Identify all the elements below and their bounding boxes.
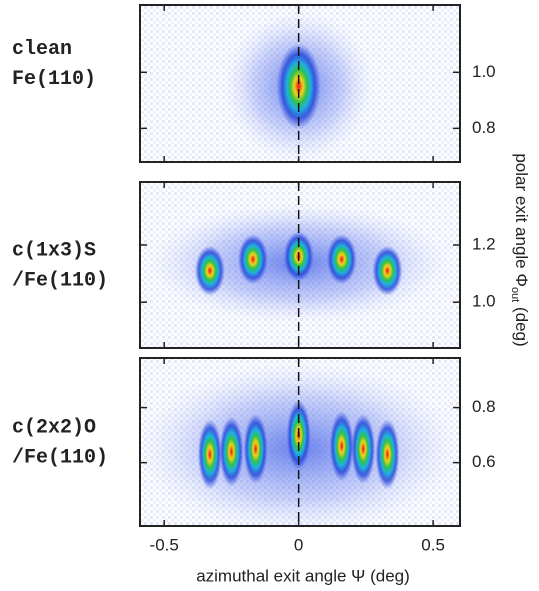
y-tick-label: 1.0 (472, 292, 496, 311)
frame (139, 357, 461, 527)
diffraction-spot (329, 411, 354, 482)
y-axis-title-part: polar exit angle Φ (512, 153, 531, 287)
diffraction-spot (237, 234, 268, 285)
y-tick-label: 0.6 (472, 452, 496, 471)
diffraction-spot (276, 43, 321, 130)
panel-label: /Fe(110) (12, 446, 108, 469)
diffraction-spot (219, 416, 244, 487)
diffraction-spot (326, 234, 357, 285)
panel-label: c(2x2)O (12, 416, 96, 439)
x-tick-label: 0.5 (421, 535, 445, 554)
y-axis-title-part: (deg) (512, 302, 531, 346)
y-tick-label: 0.8 (472, 397, 496, 416)
panel-label: /Fe(110) (12, 269, 108, 292)
diffraction-spot (372, 245, 403, 296)
frame (139, 4, 461, 163)
diffraction-spot (351, 413, 376, 484)
diffraction-spot (375, 419, 400, 490)
panel: 1.2 1.0 c(1x3)S/Fe(110) polar exit angle Φo… (12, 153, 531, 349)
x-tick-label: 0 (294, 535, 303, 554)
y-tick-label: 1.2 (472, 234, 496, 253)
frame (139, 181, 461, 349)
diffraction-spot (197, 419, 222, 490)
panel-label: Fe(110) (12, 68, 96, 91)
y-axis-title: polar exit angle Φout (deg) (509, 153, 530, 346)
diffraction-spot (243, 413, 268, 484)
diffraction-spot (194, 245, 225, 296)
plot-area (140, 5, 460, 162)
y-tick-label: 1.0 (472, 62, 496, 81)
plot-area (140, 182, 460, 348)
panel-label: c(1x3)S (12, 239, 96, 262)
panel: 1.0 0.8 clean Fe(110) (12, 4, 496, 163)
y-axis-title-part: out (509, 287, 521, 302)
panel-label: clean (12, 38, 72, 61)
y-tick-label: 0.8 (472, 118, 496, 137)
x-tick-label: -0.5 (150, 535, 179, 554)
panel: -0.5 0 0.5 0.8 0.6 c(2x2)O/Fe(110) azimuthal e… (12, 357, 496, 585)
x-axis-title: azimuthal exit angle Ψ (deg) (196, 566, 410, 585)
